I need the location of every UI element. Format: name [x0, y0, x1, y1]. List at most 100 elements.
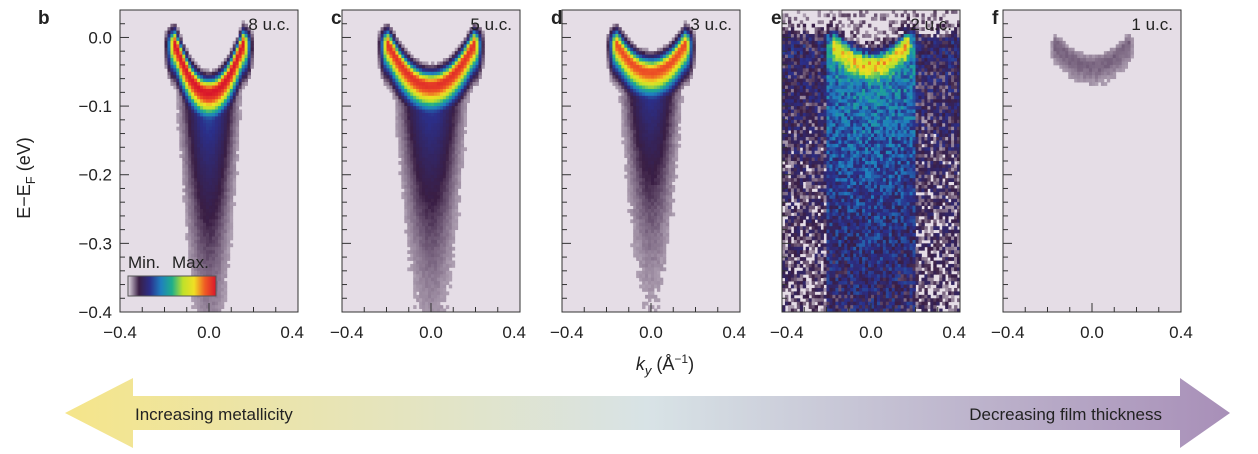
heatmap-cell [642, 305, 646, 309]
heatmap-cell [179, 47, 183, 52]
heatmap-cell [380, 27, 384, 31]
heatmap-cell [200, 164, 204, 169]
heatmap-cell [220, 102, 225, 107]
heatmap-cell [436, 112, 441, 117]
heatmap-cell [790, 112, 795, 117]
heatmap-cell [784, 123, 789, 128]
heatmap-cell [454, 71, 459, 76]
heatmap-cell [200, 116, 204, 121]
heatmap-cell [784, 37, 789, 42]
heatmap-cell [235, 47, 240, 52]
heatmap-cell [618, 30, 622, 35]
heatmap-cell [235, 112, 240, 117]
heatmap-cell [203, 181, 207, 186]
heatmap-cell [191, 294, 195, 299]
heatmap-cell [185, 143, 189, 148]
heatmap-cell [442, 157, 447, 162]
axis-ticks [341, 9, 521, 313]
heatmap-cell [445, 191, 450, 196]
heatmap-cell [209, 198, 213, 203]
heatmap-cell [436, 92, 441, 97]
heatmap-cell [197, 150, 201, 155]
heatmap-cell [793, 78, 798, 83]
heatmap-cell [645, 167, 649, 172]
heatmap-cell [796, 109, 801, 114]
heatmap-cell [226, 82, 231, 86]
heatmap-cell [211, 191, 216, 196]
heatmap-cell [680, 47, 685, 52]
heatmap-cell [633, 64, 637, 69]
heatmap-cell [214, 284, 219, 289]
heatmap-cell [176, 44, 180, 49]
heatmap-cell [639, 109, 643, 114]
heatmap-cell [401, 106, 405, 110]
heatmap-cell [448, 130, 453, 134]
heatmap-cell [442, 95, 447, 100]
y-axis-title: E−EF (eV) [14, 137, 38, 219]
heatmap-cell [223, 267, 228, 272]
heatmap-cell [442, 64, 447, 69]
heatmap-cell [651, 75, 655, 80]
heatmap-cell [401, 123, 405, 128]
heatmap-cell [612, 68, 616, 73]
heatmap-cell [220, 181, 225, 186]
heatmap-cell [226, 215, 231, 220]
heatmap-cell [428, 298, 432, 303]
heatmap-cell [668, 205, 673, 210]
heatmap-cell [232, 171, 237, 176]
heatmap-cell [796, 188, 801, 193]
heatmap-cell [466, 40, 470, 45]
heatmap-cell [194, 222, 198, 227]
heatmap-cell [173, 78, 177, 83]
heatmap-cell [407, 181, 411, 186]
heatmap-cell [422, 274, 426, 279]
heatmap-cell [395, 123, 399, 128]
heatmap-cell [223, 147, 228, 152]
heatmap-cell [200, 161, 204, 165]
heatmap-cell [782, 58, 786, 62]
heatmap-cell [790, 291, 795, 296]
heatmap-cell [636, 181, 640, 186]
heatmap-cell [194, 75, 198, 80]
heatmap-cell [656, 185, 661, 189]
heatmap-cell [214, 229, 219, 234]
heatmap-cell [182, 75, 186, 80]
heatmap-cell [790, 109, 795, 114]
heatmap-cell [407, 219, 411, 224]
heatmap-cell [211, 257, 216, 261]
heatmap-cell [173, 61, 177, 66]
heatmap-cell [451, 195, 456, 200]
heatmap-cell [217, 198, 222, 203]
heatmap-cell [645, 157, 649, 162]
heatmap-cell [793, 44, 798, 49]
heatmap-cell [651, 164, 655, 169]
heatmap-cell [671, 37, 676, 42]
heatmap-cell [796, 58, 801, 62]
heatmap-cell [220, 95, 225, 100]
heatmap-cell [472, 78, 476, 83]
heatmap-cell [662, 92, 667, 97]
heatmap-cell [203, 294, 207, 299]
heatmap-cell [671, 75, 676, 80]
heatmap-cell [433, 178, 438, 182]
heatmap-cell [454, 102, 459, 107]
heatmap-cell [448, 147, 453, 152]
heatmap-cell [214, 167, 219, 172]
heatmap-cell [645, 250, 649, 255]
heatmap-cell [425, 239, 429, 244]
heatmap-cell [651, 85, 655, 90]
heatmap-cell [784, 68, 789, 73]
heatmap-cell [784, 250, 789, 255]
heatmap-cell [454, 209, 459, 213]
heatmap-cell [380, 40, 384, 45]
heatmap-cell [442, 106, 447, 110]
heatmap-cell [407, 58, 411, 62]
heatmap-cell [645, 51, 649, 56]
heatmap-cell [642, 147, 646, 152]
heatmap-cell [636, 157, 640, 162]
heatmap-cell [433, 130, 438, 134]
heatmap-cell [241, 34, 245, 38]
heatmap-cell [238, 99, 243, 104]
heatmap-cell [442, 191, 447, 196]
heatmap-cell [653, 226, 658, 231]
